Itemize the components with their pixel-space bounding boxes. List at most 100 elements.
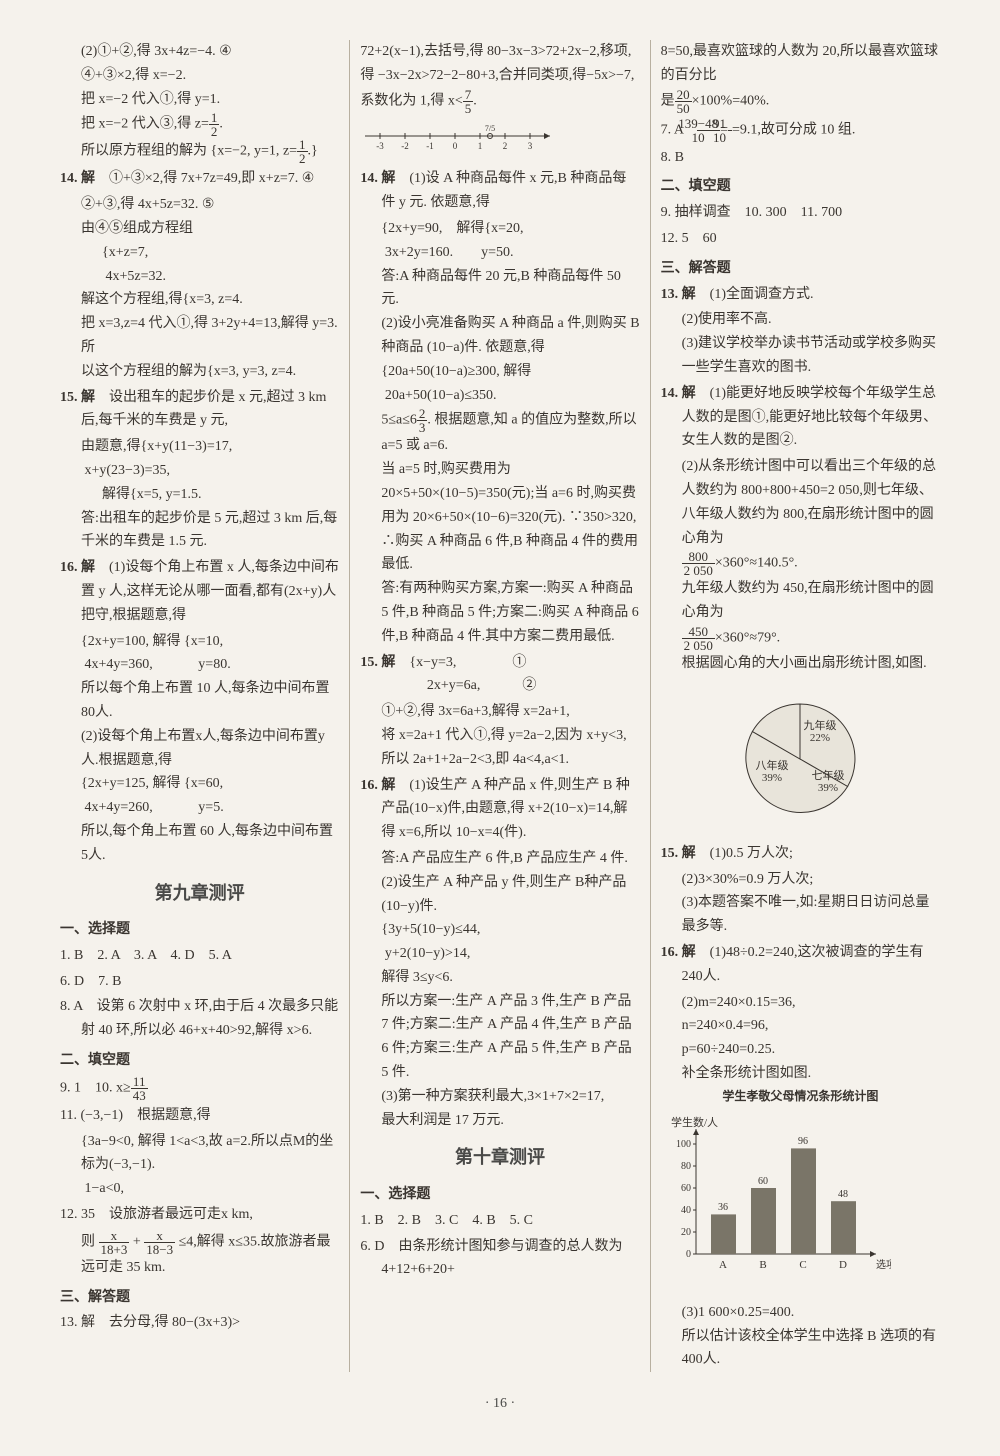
text: 答:有两种购买方案,方案一:购买 A 种商品 5 件,B 种商品 5 件;方案二… <box>360 577 639 648</box>
chapter-10-title: 第十章测评 <box>360 1142 639 1173</box>
svg-text:2: 2 <box>503 141 508 151</box>
svg-text:39%: 39% <box>818 782 838 794</box>
text: (3)建议学校举办读书节活动或学校多购买一些学生喜欢的图书. <box>661 332 940 380</box>
bar-chart: 学生数/人 0 20 40 60 80 100 36 60 96 48 A <box>661 1114 891 1284</box>
text: (3)本题答案不唯一,如:星期日日访问总量最多等. <box>661 891 940 939</box>
svg-text:1: 1 <box>478 141 483 151</box>
svg-text:九年级: 九年级 <box>804 718 837 732</box>
q8: 8. A 设第 6 次射中 x 环,由于后 4 次最多只能射 40 环,所以必 … <box>60 995 339 1043</box>
svg-text:80: 80 <box>681 1161 691 1172</box>
text: ②+③,得 4x+5z=32. ⑤ <box>60 193 339 217</box>
text: 所以 2a+1+2a−2<3,即 4a<4,a<1. <box>360 748 639 772</box>
q8: 8. B <box>661 146 940 170</box>
text: 以这个方程组的解为{x=3, y=3, z=4. <box>60 360 339 384</box>
text: (3)1 600×0.25=400. <box>661 1301 940 1325</box>
text: 所以估计该校全体学生中选择 B 选项的有 400人. <box>661 1325 940 1373</box>
svg-text:7/5: 7/5 <box>485 124 495 133</box>
equation-system: {3a−9<0, 解得 1<a<3,故 a=2.所以点M的坐标为(−3,−1).… <box>60 1130 339 1201</box>
q14: 14. 解 ①+③×2,得 7x+7z=49,即 x+z=7. ④ <box>60 167 339 191</box>
q15: 15. 解 (1)0.5 万人次; <box>661 842 940 866</box>
text: (3)第一种方案获利最大,3×1+7×2=17, <box>360 1085 639 1109</box>
text: ①+②,得 3x=6a+3,解得 x=2a+1, <box>360 700 639 724</box>
text: p=60÷240=0.25. <box>661 1038 940 1062</box>
svg-text:22%: 22% <box>810 732 830 744</box>
q15: 15. 解 设出租车的起步价是 x 元,超过 3 km 后,每千米的车费是 y … <box>60 386 339 434</box>
q15: 15. 解 {x−y=3, ① 2x+y=6a, ② <box>360 651 639 699</box>
svg-text:-2: -2 <box>402 141 410 151</box>
text: 系数化为 1,得 x<75. <box>360 88 639 115</box>
text: 解这个方程组,得{x=3, z=4. <box>60 288 339 312</box>
text: 把 x=−2 代入③,得 z=12. <box>60 111 339 138</box>
svg-text:A: A <box>719 1259 727 1271</box>
subsection: 三、解答题 <box>661 257 940 281</box>
text: 答:A 种商品每件 20 元,B 种商品每件 50 元. <box>360 265 639 313</box>
svg-text:96: 96 <box>798 1136 808 1147</box>
text: 把 x=3,z=4 代入①,得 3+2y+4=13,解得 y=3. 所 <box>60 312 339 360</box>
text: (2)设每个角上布置x人,每条边中间布置y人.根据题意,得 <box>60 725 339 773</box>
text: 由题意,得{x+y(11−3)=17, x+y(23−3)=35, <box>60 435 339 483</box>
svg-text:60: 60 <box>681 1183 691 1194</box>
text: 把 x=−2 代入①,得 y=1. <box>60 88 339 112</box>
text: 最大利润是 17 万元. <box>360 1109 639 1133</box>
q12: 12. 5 60 <box>661 227 940 251</box>
q9-10: 9. 1 10. x≥1143 <box>60 1075 339 1102</box>
page-number: · 16 · <box>50 1392 950 1416</box>
text: 所以,每个角上布置 60 人,每条边中间布置5人. <box>60 820 339 868</box>
text: (2)3×30%=0.9 万人次; <box>661 868 940 892</box>
svg-text:48: 48 <box>838 1189 848 1200</box>
text: 解得{x=5, y=1.5. <box>60 483 339 507</box>
q16: 16. 解 (1)48÷0.2=240,这次被调查的学生有240人. <box>661 941 940 989</box>
equation-system: {2x+y=100, 解得 {x=10, 4x+4y=360, y=80. <box>60 630 339 678</box>
text: 由④⑤组成方程组 <box>60 217 339 241</box>
text: (2)使用率不高. <box>661 308 940 332</box>
column-1: (2)①+②,得 3x+4z=−4. ④ ④+③×2,得 x=−2. 把 x=−… <box>50 40 350 1372</box>
text: (2)m=240×0.15=36, <box>661 991 940 1015</box>
svg-text:36: 36 <box>718 1202 728 1213</box>
subsection: 三、解答题 <box>60 1286 339 1310</box>
text: 解得 3≤y<6. <box>360 966 639 990</box>
text: 4502 050×360°≈79°. <box>661 625 940 652</box>
text: 8=50,最喜欢篮球的人数为 20,所以最喜欢篮球的百分比 <box>661 40 940 88</box>
text: 当 a=5 时,购买费用为 20×5+50×(10−5)=350(元);当 a=… <box>360 458 639 577</box>
svg-text:学生数/人: 学生数/人 <box>671 1115 718 1129</box>
q12: 12. 35 设旅游者最远可走x km, <box>60 1203 339 1227</box>
svg-text:20: 20 <box>681 1227 691 1238</box>
svg-text:39%: 39% <box>762 772 782 784</box>
text: 所以原方程组的解为 {x=−2, y=1, z=12.} <box>60 138 339 165</box>
subsection: 二、填空题 <box>661 175 940 199</box>
svg-text:-1: -1 <box>427 141 435 151</box>
q9-11: 9. 抽样调查 10. 300 11. 700 <box>661 201 940 225</box>
subsection: 一、选择题 <box>60 918 339 942</box>
svg-text:七年级: 七年级 <box>812 768 845 782</box>
svg-text:B: B <box>759 1259 766 1271</box>
q13: 13. 解 (1)全面调查方式. <box>661 283 940 307</box>
text: 补全条形统计图如图. <box>661 1062 940 1086</box>
equation-system: {3y+5(10−y)≤44, y+2(10−y)>14, <box>360 918 639 966</box>
equation-system: {20a+50(10−a)≥300, 解得 20a+50(10−a)≤350. <box>360 360 639 408</box>
text: (2)从条形统计图中可以看出三个年级的总人数约为 800+800+450=2 0… <box>661 455 940 550</box>
text: 答:出租车的起步价是 5 元,超过 3 km 后,每千米的车费是 1.5 元. <box>60 507 339 555</box>
bar-chart-title: 学生孝敬父母情况条形统计图 <box>661 1086 940 1106</box>
column-2: 72+2(x−1),去括号,得 80−3x−3>72+2x−2,移项,得 −3x… <box>350 40 650 1372</box>
q6: 6. D 由条形统计图知参与调查的总人数为 4+12+6+20+ <box>360 1235 639 1283</box>
equation-system: {x+z=7, 4x+5z=32. <box>60 241 339 289</box>
q14: 14. 解 (1)设 A 种商品每件 x 元,B 种商品每件 y 元. 依题意,… <box>360 167 639 215</box>
svg-text:C: C <box>799 1259 806 1271</box>
text: 则 x18+3 + x18−3 ≤4,解得 x≤35.故旅游者最远可走 35 k… <box>60 1229 339 1280</box>
choices: 6. D 7. B <box>60 970 339 994</box>
chapter-9-title: 第九章测评 <box>60 878 339 909</box>
pie-chart: 九年级 22% 七年级 39% 八年级 39% <box>725 684 875 834</box>
subsection: 一、选择题 <box>360 1183 639 1207</box>
q16: 16. 解 (1)设每个角上布置 x 人,每条边中间布置 y 人,这样无论从哪一… <box>60 556 339 627</box>
text: (2)设生产 A 种产品 y 件,则生产 B种产品(10−y)件. <box>360 871 639 919</box>
choices: 1. B 2. B 3. C 4. B 5. C <box>360 1209 639 1233</box>
text: 5≤a≤623. 根据题意,知 a 的值应为整数,所以 a=5 或 a=6. <box>360 407 639 458</box>
q16: 16. 解 (1)设生产 A 种产品 x 件,则生产 B 种产品(10−x)件,… <box>360 774 639 845</box>
svg-text:-3: -3 <box>377 141 385 151</box>
q14: 14. 解 (1)能更好地反映学校每个年级学生总人数的是图①,能更好地比较每个年… <box>661 382 940 453</box>
text: 根据圆心角的大小画出扇形统计图,如图. <box>661 652 940 676</box>
svg-text:3: 3 <box>528 141 533 151</box>
text: 答:A 产品应生产 6 件,B 产品应生产 4 件. <box>360 847 639 871</box>
column-3: 8=50,最喜欢篮球的人数为 20,所以最喜欢篮球的百分比 是2050×100%… <box>651 40 950 1372</box>
text: ④+③×2,得 x=−2. <box>60 64 339 88</box>
